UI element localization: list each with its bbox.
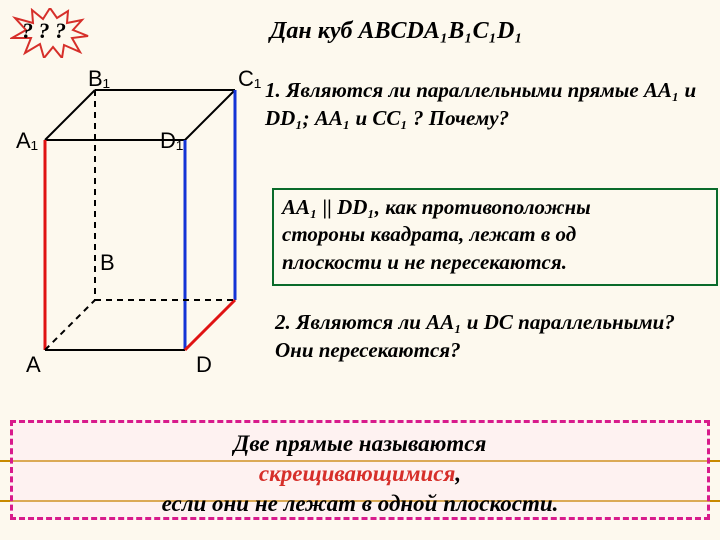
q2-number: 2. (275, 310, 291, 334)
def-suffix: , (455, 461, 461, 486)
def-line3: если они не лежат в одной плоскости. (13, 489, 707, 519)
def-line1: Две прямые называются (13, 429, 707, 459)
q2-text: Являются ли АА₁ и DC параллельными? Они … (275, 310, 675, 362)
label-a: A (26, 352, 41, 378)
label-b: B (100, 250, 115, 276)
label-d1: D₁ (160, 128, 183, 154)
ans1-line1: АА₁ || DD₁, как противоположны (282, 194, 708, 221)
cube-diagram: B₁ C₁ A₁ D₁ B A D (20, 70, 250, 380)
question-2: 2. Являются ли АА₁ и DC параллельными? О… (275, 308, 715, 365)
label-d: D (196, 352, 212, 378)
question-marks: ? ? ? (22, 18, 66, 44)
q1-text: Являются ли параллельными прямые АА₁ и D… (265, 78, 696, 130)
def-highlight: скрещивающимися (259, 461, 456, 486)
answer-1-box: АА₁ || DD₁, как противоположны стороны к… (272, 188, 718, 286)
ans1-line3: плоскости и не пересекаются. (282, 249, 708, 276)
label-b1: B₁ (88, 66, 110, 92)
page-title: Дан куб ABCDA₁B₁C₁D₁ (270, 18, 523, 45)
question-1: 1. Являются ли параллельными прямые АА₁ … (265, 76, 715, 133)
ans1-line2: стороны квадрата, лежат в од (282, 221, 708, 248)
definition-box: Две прямые называются скрещивающимися, е… (10, 420, 710, 520)
q1-number: 1. (265, 78, 281, 102)
label-a1: A₁ (16, 128, 38, 154)
label-c1: C₁ (238, 66, 261, 92)
